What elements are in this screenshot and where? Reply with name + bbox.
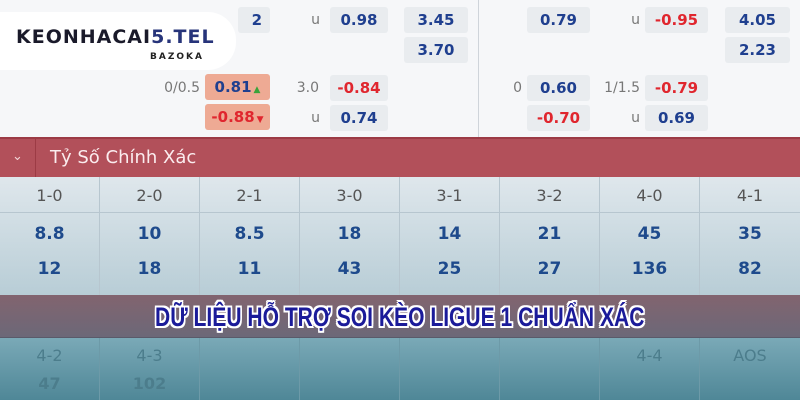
- score-label: AOS: [733, 346, 767, 365]
- score-label: 4-2: [36, 346, 63, 365]
- odds-cell[interactable]: 0.74: [330, 105, 388, 131]
- score-label: 2-0: [100, 177, 199, 213]
- score-odds[interactable]: 18: [137, 259, 162, 279]
- odds-cell[interactable]: 0.98: [330, 7, 388, 33]
- score-odds[interactable]: 43: [337, 259, 362, 279]
- score-odds[interactable]: 8.5: [234, 224, 265, 244]
- odds-cell[interactable]: 2.23: [725, 37, 790, 63]
- score-odds[interactable]: 136: [631, 259, 668, 279]
- under-label: u: [631, 12, 640, 28]
- site-logo: KEONHACAI5.TEL BAZOKA: [0, 12, 236, 70]
- score-odds[interactable]: 35: [738, 224, 762, 244]
- ou-line: 3.0: [296, 80, 319, 96]
- score-odds[interactable]: 10: [137, 224, 162, 244]
- score-odds: 102: [132, 374, 167, 393]
- score-column: 4-0 45 136: [600, 177, 700, 295]
- score-odds[interactable]: 11: [237, 259, 262, 279]
- odds-cell[interactable]: -0.84: [330, 75, 388, 101]
- odds-cell[interactable]: 4.05: [725, 7, 790, 33]
- under-label: u: [311, 12, 320, 28]
- score-label: 3-1: [400, 177, 499, 213]
- score-column: 4-1 35 82: [700, 177, 800, 295]
- score-odds[interactable]: 12: [37, 259, 62, 279]
- section-band: [0, 295, 800, 338]
- odds-cell-highlight[interactable]: 0.81 ▲: [205, 74, 270, 100]
- score-column: 3-1 14 25: [400, 177, 500, 295]
- score-odds[interactable]: 27: [537, 259, 562, 279]
- score-column: 3-0 18 43: [300, 177, 400, 295]
- section-title: Tỷ Số Chính Xác: [50, 147, 197, 168]
- score-label: 3-0: [300, 177, 399, 213]
- arrow-down-icon: ▼: [256, 115, 264, 125]
- under-label: u: [631, 110, 640, 126]
- score-column: 2-1 8.5 11: [200, 177, 300, 295]
- chevron-down-icon[interactable]: ⌄: [0, 139, 36, 177]
- score-label: 4-3: [136, 346, 163, 365]
- odds-value: 0.81: [214, 78, 252, 96]
- logo-text: KEONHACAI: [16, 26, 152, 48]
- odds-cell[interactable]: 0.60: [527, 75, 590, 101]
- score-column: 3-2 21 27: [500, 177, 600, 295]
- score-odds[interactable]: 14: [437, 224, 462, 244]
- odds-cell[interactable]: 3.45: [404, 7, 468, 33]
- section-header[interactable]: ⌄ Tỷ Số Chính Xác: [0, 137, 800, 177]
- score-odds[interactable]: 21: [537, 224, 562, 244]
- logo-accent: 5.TEL: [151, 26, 215, 48]
- banner-title: DỮ LIỆU HỖ TRỢ SOI KÈO LIGUE 1 CHUẨN XÁC: [155, 302, 645, 332]
- score-label: 4-0: [600, 177, 699, 213]
- odds-cell[interactable]: 0.69: [645, 105, 708, 131]
- score-column: 1-0 8.8 12: [0, 177, 100, 295]
- faded-score-row: 4-2 47 4-3 102 4-4 AOS: [0, 338, 800, 400]
- correct-score-table: 1-0 8.8 12 2-0 10 18 2-1 8.5 11 3-0 18 43 3-…: [0, 177, 800, 295]
- score-odds[interactable]: 18: [337, 224, 362, 244]
- odds-value: -0.88: [211, 108, 255, 126]
- odds-cell[interactable]: 0.79: [527, 7, 590, 33]
- score-odds: 47: [38, 374, 61, 393]
- under-label: u: [311, 110, 320, 126]
- odds-cell[interactable]: -0.70: [527, 105, 590, 131]
- score-label: 2-1: [200, 177, 299, 213]
- handicap-line: 0: [513, 80, 522, 96]
- odds-cell[interactable]: -0.95: [645, 7, 708, 33]
- column-divider: [478, 0, 479, 137]
- logo-subtitle: BAZOKA: [150, 52, 204, 62]
- odds-cell-highlight[interactable]: -0.88 ▼: [205, 104, 270, 130]
- score-label: 1-0: [0, 177, 99, 213]
- handicap-line: 0/0.5: [164, 80, 200, 96]
- score-odds[interactable]: 45: [637, 224, 662, 244]
- score-odds[interactable]: 25: [437, 259, 462, 279]
- odds-cell[interactable]: 2: [238, 7, 270, 33]
- odds-cell[interactable]: -0.79: [645, 75, 708, 101]
- score-odds[interactable]: 82: [738, 259, 762, 279]
- score-label: 3-2: [500, 177, 599, 213]
- arrow-up-icon: ▲: [253, 85, 261, 95]
- ou-line: 1/1.5: [604, 80, 640, 96]
- odds-cell[interactable]: 3.70: [404, 37, 468, 63]
- score-label: 4-4: [636, 346, 663, 365]
- score-column: 2-0 10 18: [100, 177, 200, 295]
- score-label: 4-1: [700, 177, 800, 213]
- score-odds[interactable]: 8.8: [34, 224, 65, 244]
